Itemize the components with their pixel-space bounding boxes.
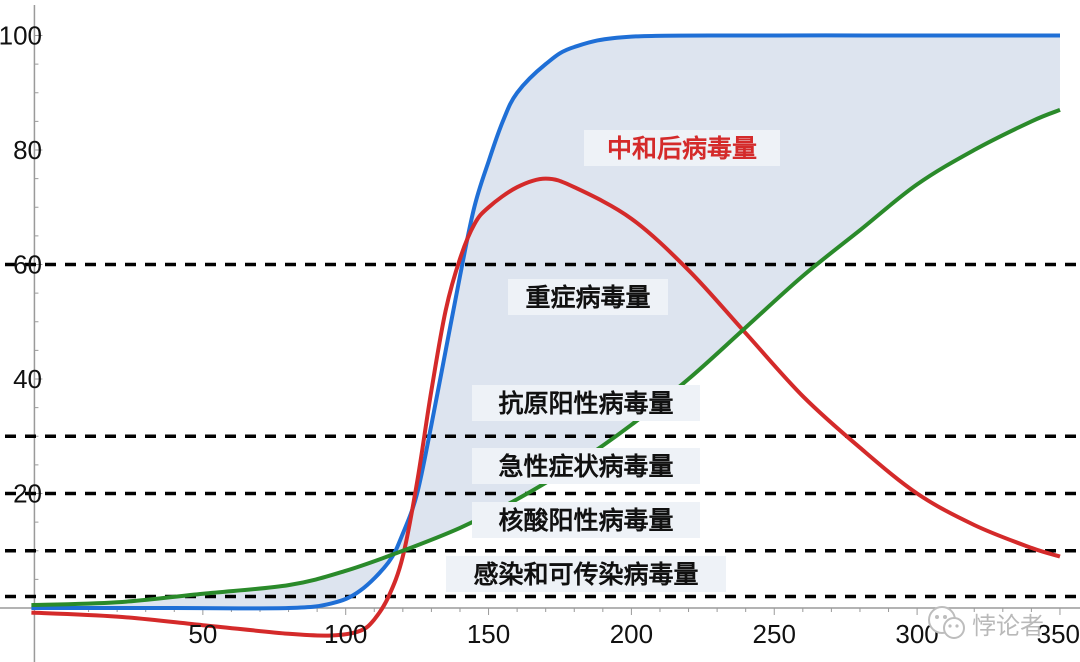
threshold-label-bg (446, 556, 726, 592)
watermark: 悖论者 (928, 606, 1044, 640)
y-tick-label: 40 (13, 364, 42, 394)
x-tick-label: 250 (753, 619, 796, 649)
threshold-label-bg (472, 448, 700, 484)
threshold-label: 抗原阳性病毒量 (498, 389, 673, 418)
threshold-label-bg (472, 385, 700, 421)
x-tick-label: 100 (324, 619, 367, 649)
x-tick-label: 200 (610, 619, 653, 649)
threshold-label-bg (508, 279, 668, 315)
threshold-label: 核酸阳性病毒量 (498, 506, 673, 535)
y-tick-label: 100 (0, 21, 42, 51)
x-tick-label: 350 (1037, 619, 1080, 649)
curve-annotation-bg (584, 130, 780, 166)
wechat-icon (928, 606, 965, 639)
shaded-area (31, 35, 1060, 609)
threshold-label: 急性症状病毒量 (498, 452, 673, 481)
y-tick-label: 60 (13, 250, 42, 280)
curve-annotation: 中和后病毒量 (607, 134, 757, 163)
threshold-label: 感染和可传染病毒量 (473, 560, 698, 589)
y-tick-label: 80 (13, 135, 42, 165)
series-line (31, 33, 1060, 611)
x-tick-label: 50 (188, 619, 217, 649)
series-line (31, 108, 1061, 608)
x-tick-label: 150 (467, 619, 510, 649)
threshold-label-bg (472, 502, 700, 538)
watermark-text: 悖论者 (972, 612, 1044, 640)
shaded-region (31, 35, 1060, 609)
threshold-label: 重症病毒量 (525, 283, 650, 312)
series-line (31, 176, 1061, 638)
y-tick-label: 20 (13, 479, 42, 509)
series-lines (31, 33, 1061, 638)
